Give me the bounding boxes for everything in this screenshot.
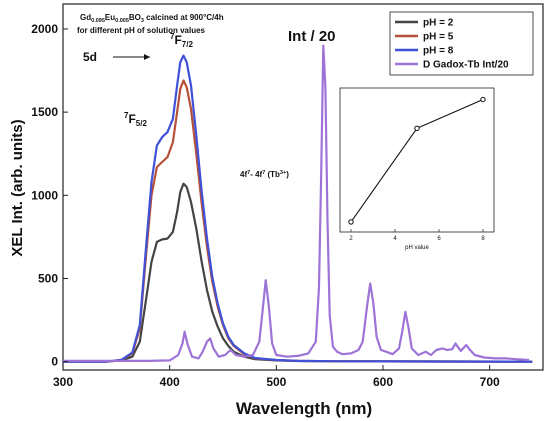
- annotation-int-div: Int / 20: [288, 28, 336, 45]
- legend-items: pH = 2 pH = 5 pH = 8 D Gadox-Tb Int/20: [395, 18, 509, 71]
- legend-label-1: pH = 2: [423, 18, 454, 29]
- x-tick-label: 700: [480, 375, 500, 389]
- legend-label-4: D Gadox-Tb Int/20: [423, 60, 509, 71]
- inset-point: [414, 125, 420, 132]
- plot-frame: [62, 3, 544, 371]
- x-axis-label: Wavelength (nm): [236, 399, 372, 418]
- tick-layer: 300 400 500 600 700 0 500 1000 1500 2000: [31, 22, 500, 389]
- arrow-5d-head: [144, 54, 150, 60]
- y-tick-label: 1500: [31, 105, 58, 119]
- legend-label-3: pH = 8: [423, 46, 454, 57]
- annotation-sample-line2: for different pH of solution values: [77, 26, 206, 35]
- inset-x-tick-label: 4: [393, 236, 397, 242]
- series-line-3: [63, 54, 533, 363]
- x-tick-label: 600: [373, 375, 393, 389]
- legend: pH = 2 pH = 5 pH = 8 D Gadox-Tb Int/20: [389, 11, 534, 76]
- inset-x-tick-label: 2: [349, 236, 353, 242]
- annotation-sample: Gd0.095Eu0.005BO3 calcined at 900°C/4h: [80, 13, 224, 24]
- inset-point: [480, 96, 486, 103]
- x-tick-label: 500: [266, 375, 286, 389]
- annotation-tb: 4f7- 4f7 (Tb3+): [240, 170, 289, 179]
- series-line-4: [63, 44, 530, 362]
- y-tick-label: 2000: [31, 22, 58, 36]
- series-layer: [63, 44, 533, 363]
- y-tick-label: 500: [38, 272, 58, 286]
- x-tick-label: 400: [160, 375, 180, 389]
- annotation-7f72: 7F7/2: [170, 32, 193, 49]
- y-tick-label: 0: [51, 355, 58, 369]
- inset-frame: [339, 87, 495, 233]
- inset-x-axis-label: pH value: [405, 245, 429, 251]
- inset-layer: 2 4 6 8: [348, 96, 486, 242]
- annotation-5d: 5d: [83, 50, 97, 64]
- inset-x-tick-label: 6: [437, 236, 441, 242]
- x-tick-label: 300: [53, 375, 73, 389]
- y-axis-label: XEL Int. (arb. units): [9, 119, 26, 256]
- inset-point: [348, 219, 354, 225]
- legend-label-2: pH = 5: [423, 32, 454, 43]
- annotation-7f52: 7F5/2: [124, 111, 147, 128]
- inset-x-tick-label: 8: [481, 236, 485, 242]
- inset-chart: 2 4 6 8 pH value: [339, 87, 495, 251]
- y-tick-label: 1000: [31, 188, 58, 202]
